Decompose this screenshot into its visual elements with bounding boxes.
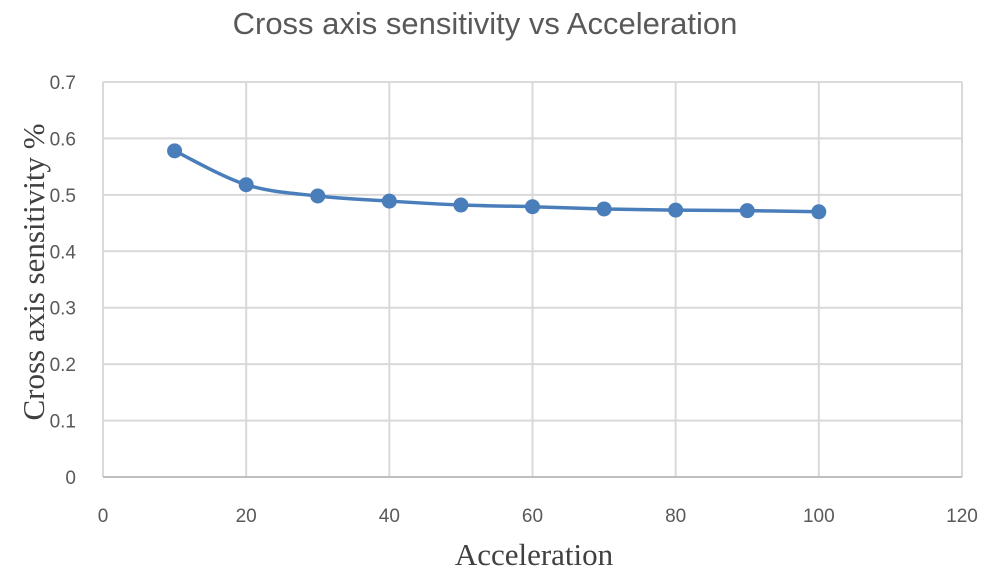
x-tick-label: 0	[98, 506, 109, 527]
series-line	[173, 149, 819, 214]
x-tick-label: 120	[946, 506, 978, 527]
data-point-marker	[238, 177, 254, 193]
y-tick-label: 0.3	[50, 299, 76, 320]
data-point-marker	[525, 199, 540, 215]
data-point-marker	[167, 143, 183, 159]
y-axis-ticks: 0 0.1 0.2 0.3 0.4 0.5 0.6 0.7	[50, 73, 77, 489]
data-point-marker	[811, 204, 827, 220]
data-point-marker	[739, 203, 755, 219]
x-tick-label: 20	[236, 506, 257, 527]
y-axis-title: Cross axis sensitivity %	[16, 123, 51, 420]
y-tick-label: 0.1	[50, 412, 76, 433]
y-tick-label: 0	[65, 468, 76, 489]
x-tick-label: 40	[379, 506, 400, 527]
gridlines	[102, 81, 963, 478]
y-tick-label: 0.7	[50, 73, 76, 94]
data-point-marker	[310, 188, 326, 204]
y-tick-label: 0.5	[50, 186, 76, 207]
data-point-marker	[381, 193, 397, 209]
x-tick-label: 60	[522, 506, 543, 527]
data-point-marker	[596, 201, 612, 217]
x-axis-ticks: 0 20 40 60 80 100 120	[98, 506, 978, 527]
y-tick-label: 0.4	[50, 242, 77, 263]
data-point-marker	[668, 202, 684, 218]
x-axis-title: Acceleration	[455, 537, 614, 572]
data-series	[167, 143, 827, 220]
y-tick-label: 0.2	[50, 355, 76, 376]
chart-title: Cross axis sensitivity vs Acceleration	[233, 6, 738, 41]
x-tick-label: 100	[803, 506, 835, 527]
data-point-marker	[453, 197, 469, 213]
y-tick-label: 0.6	[50, 129, 76, 150]
x-tick-label: 80	[665, 506, 686, 527]
